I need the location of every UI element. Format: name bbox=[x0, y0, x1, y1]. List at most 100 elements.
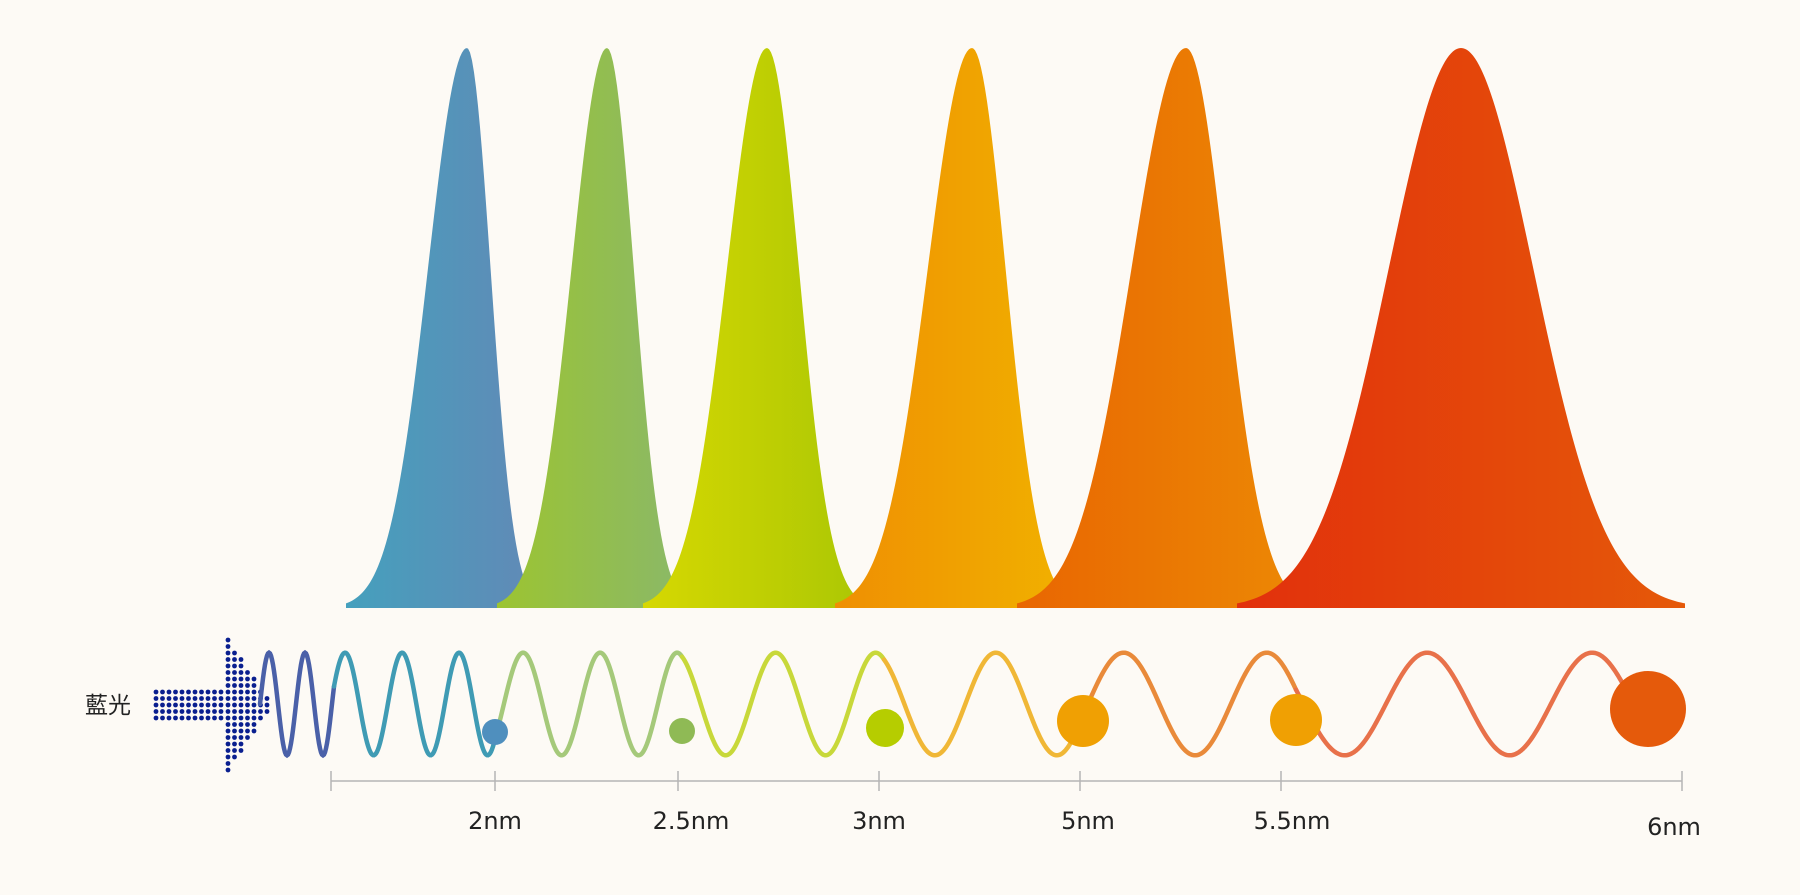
arrow-dot bbox=[173, 696, 178, 701]
arrow-dot bbox=[173, 709, 178, 714]
arrow-dot bbox=[212, 689, 217, 695]
arrow-dot bbox=[218, 709, 224, 714]
scale-label: 5nm bbox=[1061, 807, 1115, 835]
arrow-dot bbox=[212, 696, 217, 701]
arrow-dot bbox=[153, 709, 159, 714]
arrow-dot bbox=[166, 709, 172, 714]
arrow-dot bbox=[225, 702, 231, 708]
arrow-dot bbox=[251, 683, 257, 688]
wave-segment-3 bbox=[493, 650, 685, 758]
arrow-dot bbox=[238, 683, 244, 688]
arrow-dot bbox=[199, 709, 204, 714]
arrow-dot bbox=[192, 715, 198, 721]
arrow-dot bbox=[232, 696, 237, 701]
arrow-dot bbox=[245, 676, 250, 682]
arrow-dot bbox=[218, 702, 224, 708]
arrow-dot bbox=[232, 670, 237, 675]
arrow-dot bbox=[225, 748, 231, 753]
arrow-dot bbox=[264, 702, 270, 708]
arrow-dot bbox=[238, 741, 244, 747]
arrow-dot bbox=[232, 663, 237, 669]
arrow-dot bbox=[251, 702, 257, 708]
arrow-dot bbox=[238, 702, 244, 708]
arrow-dot bbox=[205, 709, 211, 714]
arrow-dot bbox=[251, 715, 257, 721]
arrow-dot bbox=[225, 676, 231, 682]
arrow-dot bbox=[258, 715, 263, 721]
arrow-dot bbox=[225, 637, 231, 643]
arrow-dot bbox=[245, 735, 250, 740]
arrow-dot bbox=[245, 702, 250, 708]
arrow-dot bbox=[166, 702, 172, 708]
emission-peak-4 bbox=[835, 48, 1076, 608]
arrow-dot bbox=[205, 696, 211, 701]
arrow-dot bbox=[232, 650, 237, 656]
emission-peaks bbox=[346, 48, 1685, 609]
arrow-dot bbox=[225, 657, 231, 662]
arrow-dot bbox=[238, 748, 244, 753]
arrow-dot bbox=[173, 715, 178, 721]
emission-peak-5 bbox=[1017, 48, 1308, 608]
arrow-dot bbox=[264, 696, 270, 701]
scale-label: 5.5nm bbox=[1254, 807, 1331, 835]
arrow-dot bbox=[251, 689, 257, 695]
arrow-dot bbox=[238, 715, 244, 721]
arrow-dot bbox=[245, 689, 250, 695]
arrow-dot bbox=[153, 715, 159, 721]
arrow-dot bbox=[238, 696, 244, 701]
arrow-dot bbox=[245, 715, 250, 721]
arrow-dot bbox=[245, 722, 250, 727]
arrow-dot bbox=[199, 696, 204, 701]
arrow-dot bbox=[225, 728, 231, 734]
arrow-dot bbox=[251, 722, 257, 727]
arrow-dot bbox=[186, 709, 191, 714]
arrow-dot bbox=[232, 754, 237, 760]
arrow-dot bbox=[192, 709, 198, 714]
arrow-dot bbox=[179, 715, 185, 721]
arrow-dot bbox=[232, 657, 237, 662]
arrow-dot bbox=[205, 715, 211, 721]
quantum-dot-5 bbox=[1270, 694, 1322, 746]
arrow-dot bbox=[166, 689, 172, 695]
arrow-dot bbox=[160, 715, 165, 721]
arrow-dot bbox=[264, 709, 270, 714]
arrow-dot bbox=[225, 683, 231, 688]
wave-segment-4 bbox=[679, 650, 887, 758]
arrow-dot bbox=[225, 754, 231, 760]
arrow-dot bbox=[225, 663, 231, 669]
arrow-dot bbox=[160, 709, 165, 714]
arrow-dot bbox=[232, 748, 237, 753]
quantum-dot-2 bbox=[669, 718, 695, 744]
scale-label: 6nm bbox=[1647, 813, 1701, 841]
arrow-dot bbox=[225, 761, 231, 766]
arrow-dot bbox=[199, 702, 204, 708]
arrow-dot bbox=[238, 728, 244, 734]
arrow-dot bbox=[245, 683, 250, 688]
arrow-dot bbox=[225, 709, 231, 714]
light-wave bbox=[257, 649, 1629, 759]
arrow-dot bbox=[160, 696, 165, 701]
arrow-dot bbox=[186, 689, 191, 695]
arrow-dot bbox=[192, 689, 198, 695]
arrow-dot bbox=[238, 689, 244, 695]
arrow-dot bbox=[179, 689, 185, 695]
quantum-dot-1 bbox=[482, 719, 508, 745]
arrow-dot bbox=[225, 767, 231, 773]
arrow-dot bbox=[251, 728, 257, 734]
arrow-dot bbox=[251, 709, 257, 714]
arrow-dot bbox=[212, 709, 217, 714]
scale-label: 2nm bbox=[468, 807, 522, 835]
arrow-dot bbox=[245, 670, 250, 675]
arrow-dot bbox=[225, 722, 231, 727]
arrow-dot bbox=[232, 741, 237, 747]
arrow-dot bbox=[192, 702, 198, 708]
arrow-dot bbox=[232, 689, 237, 695]
arrow-dot bbox=[153, 702, 159, 708]
arrow-dot bbox=[232, 715, 237, 721]
arrow-dot bbox=[199, 715, 204, 721]
arrow-dot bbox=[212, 715, 217, 721]
arrow-dot bbox=[225, 715, 231, 721]
arrow-dot bbox=[173, 689, 178, 695]
arrow-dot bbox=[205, 689, 211, 695]
